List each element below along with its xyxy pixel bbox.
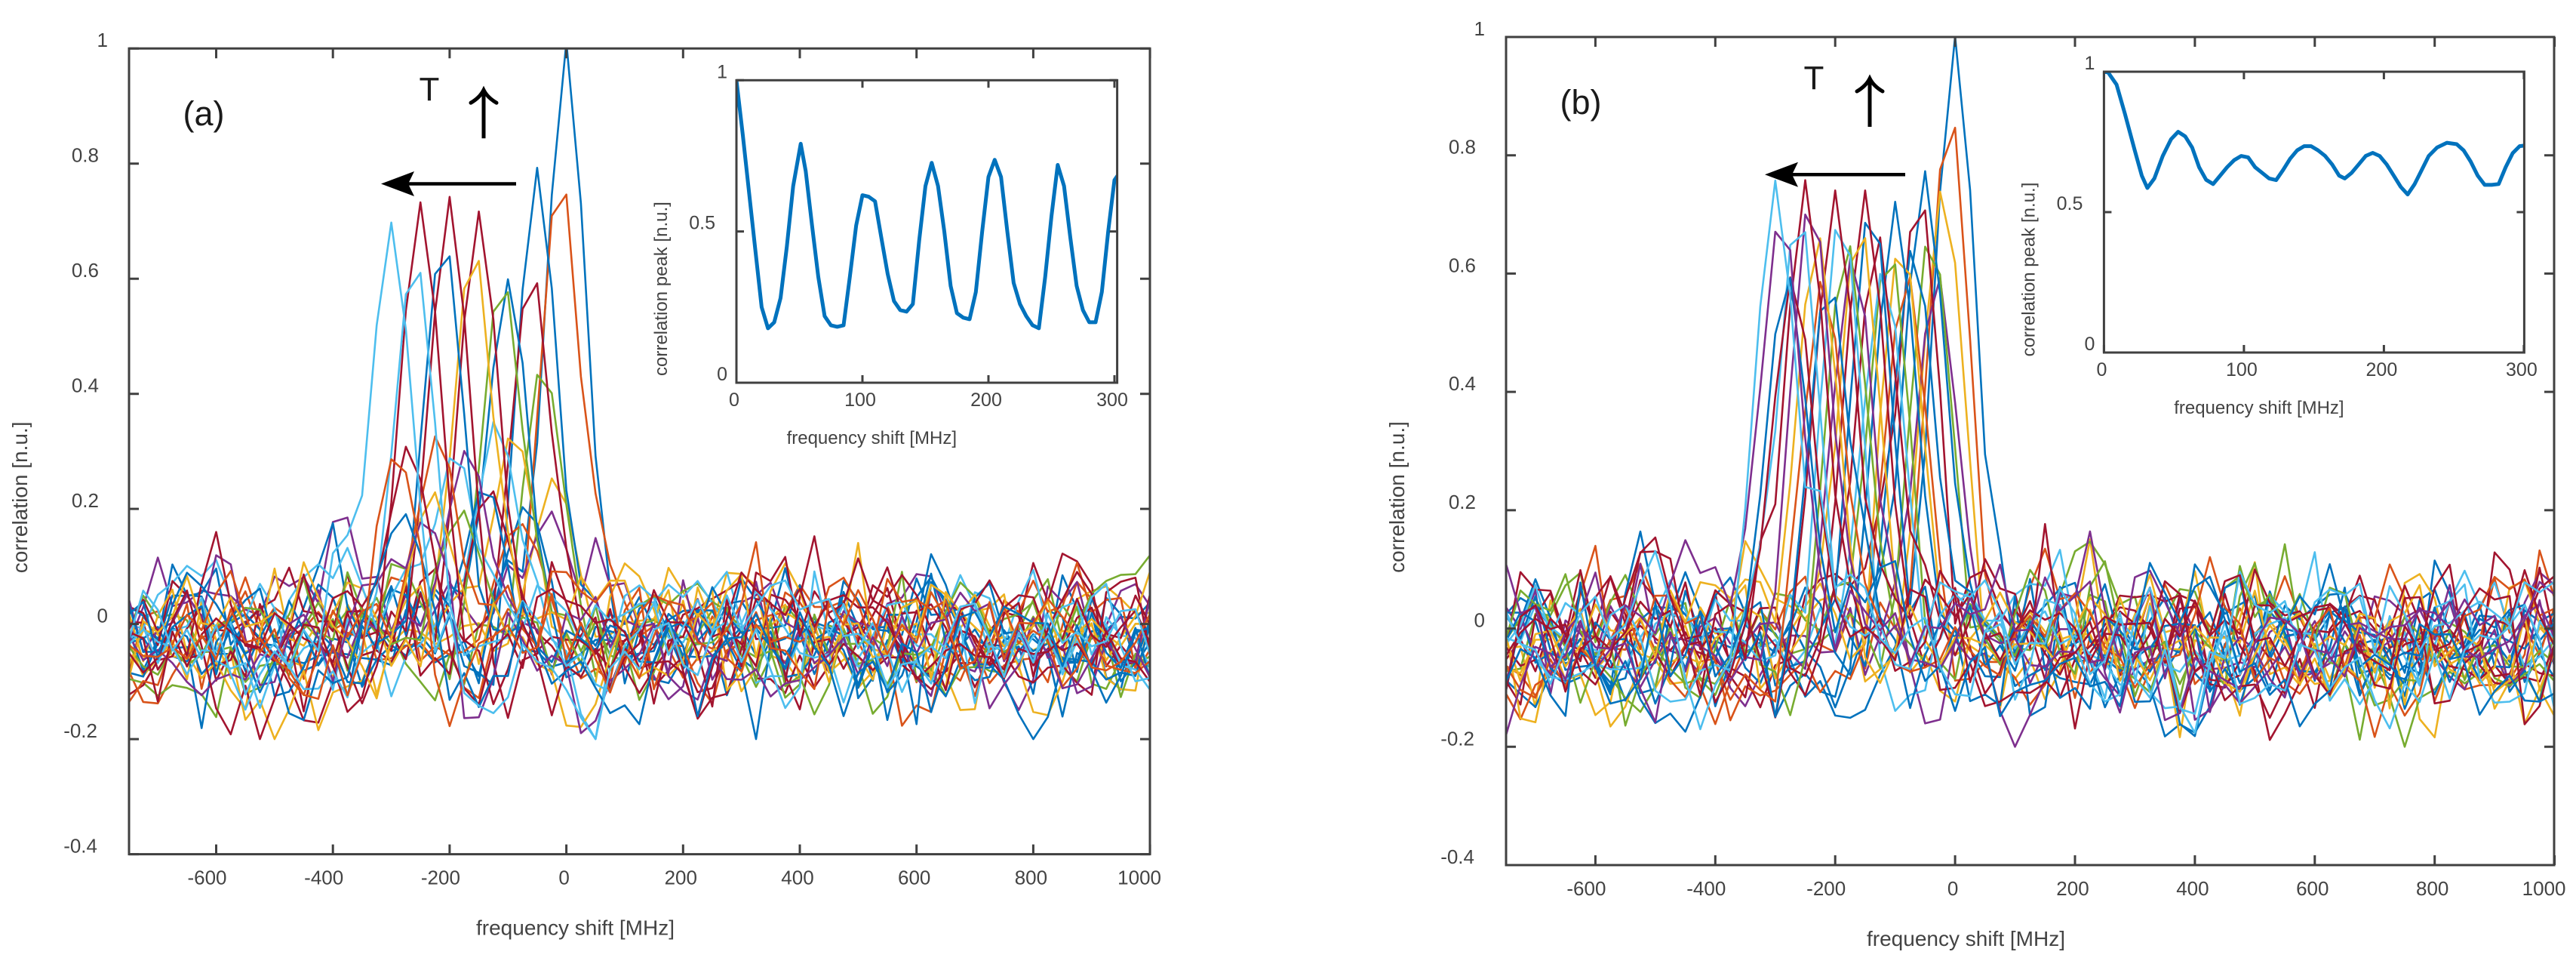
svg-text:(a): (a) [183,94,225,133]
svg-text:-600: -600 [1566,877,1606,900]
svg-text:1000: 1000 [1117,867,1161,889]
svg-text:800: 800 [1015,867,1047,889]
svg-text:800: 800 [2416,877,2448,900]
svg-text:0.5: 0.5 [689,213,715,234]
svg-text:T: T [1804,60,1824,97]
svg-text:1: 1 [717,61,727,82]
svg-text:-400: -400 [304,867,343,889]
svg-text:frequency shift [MHz]: frequency shift [MHz] [2174,398,2344,418]
svg-text:400: 400 [2176,877,2209,900]
svg-text:frequency shift [MHz]: frequency shift [MHz] [476,916,675,940]
svg-text:300: 300 [2506,359,2538,380]
svg-text:100: 100 [844,390,876,411]
svg-text:frequency shift [MHz]: frequency shift [MHz] [1867,927,2065,950]
svg-text:0.2: 0.2 [72,489,99,512]
svg-text:0: 0 [1947,877,1958,900]
svg-text:1000: 1000 [2522,877,2566,900]
svg-text:-0.2: -0.2 [63,719,97,742]
svg-text:1: 1 [1474,17,1485,40]
svg-text:0: 0 [717,364,727,385]
svg-text:0.8: 0.8 [72,144,99,167]
svg-text:0: 0 [558,867,569,889]
svg-text:correlation peak [n.u.]: correlation peak [n.u.] [2018,183,2039,357]
svg-text:0: 0 [1474,609,1485,632]
svg-text:1: 1 [97,29,108,51]
svg-text:200: 200 [2056,877,2089,900]
svg-text:(b): (b) [1560,83,1602,122]
svg-text:-0.2: -0.2 [1440,727,1474,750]
svg-text:200: 200 [970,390,1002,411]
svg-text:-600: -600 [187,867,226,889]
svg-text:T: T [420,71,440,108]
svg-text:-200: -200 [421,867,460,889]
svg-text:600: 600 [2296,877,2329,900]
svg-text:0: 0 [97,605,108,627]
svg-text:0.6: 0.6 [72,259,99,282]
svg-text:-0.4: -0.4 [1440,845,1474,868]
svg-text:0.6: 0.6 [1449,254,1476,276]
svg-text:0.2: 0.2 [1449,491,1476,513]
svg-text:0.8: 0.8 [1449,136,1476,159]
svg-text:0: 0 [2084,334,2095,355]
svg-text:correlation [n.u.]: correlation [n.u.] [8,422,32,574]
svg-text:200: 200 [2366,359,2398,380]
svg-text:200: 200 [665,867,697,889]
svg-text:correlation [n.u.]: correlation [n.u.] [1385,421,1409,573]
svg-text:0.5: 0.5 [2057,193,2083,214]
svg-text:600: 600 [898,867,930,889]
svg-text:1: 1 [2084,53,2095,74]
svg-text:0: 0 [729,390,739,411]
svg-text:-0.4: -0.4 [63,835,97,858]
svg-text:correlation peak [n.u.]: correlation peak [n.u.] [651,202,672,376]
svg-text:400: 400 [781,867,813,889]
svg-text:-400: -400 [1686,877,1726,900]
svg-text:-200: -200 [1806,877,1846,900]
svg-text:0: 0 [2096,359,2107,380]
svg-text:0.4: 0.4 [72,374,99,397]
svg-text:frequency shift [MHz]: frequency shift [MHz] [787,428,957,448]
svg-text:100: 100 [2226,359,2258,380]
svg-text:0.4: 0.4 [1449,372,1476,395]
svg-text:300: 300 [1096,390,1128,411]
